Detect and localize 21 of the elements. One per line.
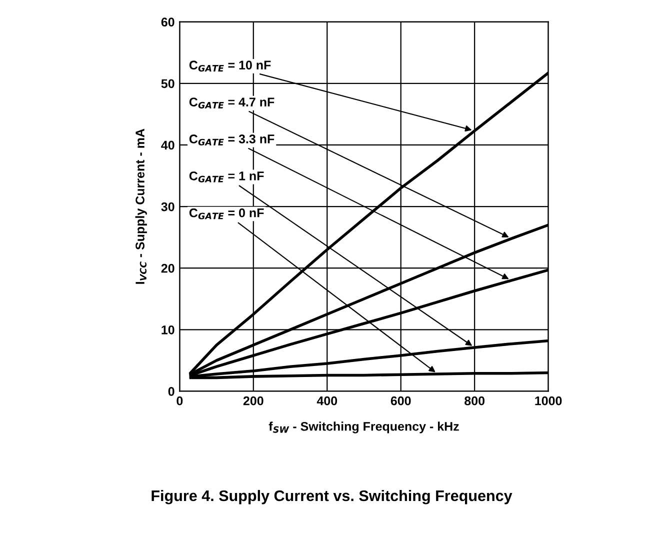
x-tick-label: 400 xyxy=(316,396,338,406)
x-tick-label: 0 xyxy=(176,396,183,406)
y-tick-label: 10 xyxy=(162,325,174,334)
annotation: C$_{GATE}$ = 10 nF xyxy=(189,60,271,72)
y-tick-label: 20 xyxy=(161,264,174,273)
x-tick-label: 600 xyxy=(390,396,411,406)
y-axis-title: I$_{VCC}$ - Supply Current - mA xyxy=(135,128,147,284)
annotation: C$_{GATE}$ = 1 nF xyxy=(189,171,264,182)
x-tick-label: 800 xyxy=(464,396,484,406)
y-tick-label: 50 xyxy=(161,79,174,88)
annotation: C$_{GATE}$ = 0 nF xyxy=(189,208,264,220)
y-tick-label: 0 xyxy=(168,387,174,396)
y-tick-label: 30 xyxy=(161,202,174,212)
y-tick-label: 60 xyxy=(161,18,174,27)
annotation: C$_{GATE}$ = 3.3 nF xyxy=(189,134,274,146)
x-axis-title: f$_{SW}$ - Switching Frequency - kHz xyxy=(268,422,459,434)
annotation: C$_{GATE}$ = 4.7 nF xyxy=(189,98,274,108)
caption: Figure 4. Supply Current vs. Switching Frequency xyxy=(152,490,512,504)
y-tick-label: 40 xyxy=(161,140,174,150)
x-tick-label: 200 xyxy=(243,396,264,406)
x-tick-label: 1000 xyxy=(535,396,562,406)
